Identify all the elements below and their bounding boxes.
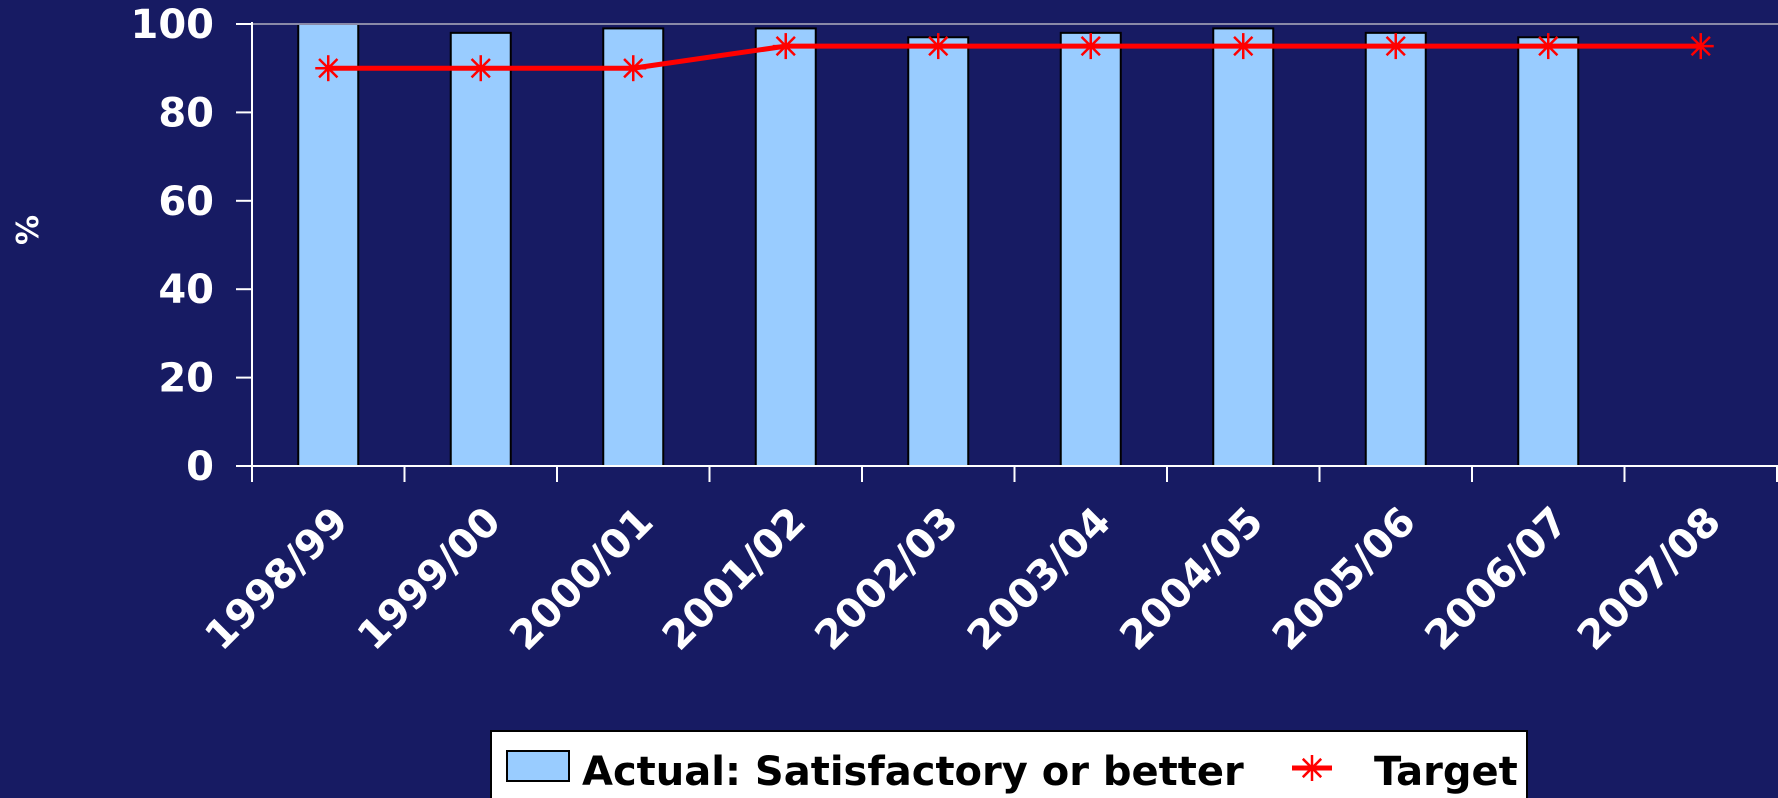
y-tick-label: 0	[186, 444, 214, 490]
legend-target-marker	[1299, 755, 1325, 781]
x-tick-label: 2006/07	[1416, 499, 1577, 660]
legend-asterisk	[1299, 755, 1325, 781]
target-point	[1382, 33, 1409, 60]
x-tick-label: 2001/02	[654, 499, 815, 660]
y-tick-label: 100	[131, 2, 215, 48]
x-tick-labels: 1998/991999/002000/012001/022002/032003/…	[196, 499, 1729, 660]
target-line	[328, 43, 1701, 71]
bar-series	[297, 23, 1580, 468]
x-tick-label: 1999/00	[349, 499, 510, 660]
y-tick-label: 80	[158, 90, 214, 136]
target-point	[315, 55, 342, 82]
bar	[1517, 36, 1580, 467]
target-point	[925, 33, 952, 60]
target-point	[1077, 33, 1104, 60]
x-tick-label: 2000/01	[501, 499, 662, 660]
legend: Actual: Satisfactory or better Target	[490, 730, 1528, 798]
x-tick-label: 2004/05	[1111, 499, 1272, 660]
y-axis-label: %	[11, 215, 46, 245]
bar	[449, 31, 512, 468]
target-point	[1230, 33, 1257, 60]
y-tick-label: 40	[158, 267, 214, 313]
target-point	[1687, 33, 1714, 60]
target-series	[315, 33, 1714, 82]
legend-box	[490, 730, 1528, 798]
target-point	[620, 55, 647, 82]
bar	[602, 27, 665, 467]
x-tick-label: 2002/03	[806, 499, 967, 660]
legend-label-actual: Actual: Satisfactory or better	[582, 749, 1244, 795]
bar	[754, 27, 817, 467]
x-tick-label: 2007/08	[1569, 499, 1730, 660]
x-tick-label: 1998/99	[196, 499, 357, 660]
y-axis-label-group: %	[11, 215, 46, 245]
axes	[236, 22, 1778, 482]
bar	[1059, 31, 1122, 468]
x-tick-label: 2005/06	[1264, 499, 1425, 660]
legend-label-target: Target	[1374, 749, 1518, 795]
target-point	[1535, 33, 1562, 60]
bar	[1364, 31, 1427, 468]
legend-bar-swatch	[506, 750, 570, 782]
bar	[907, 36, 970, 467]
y-tick-label: 20	[158, 356, 214, 402]
bar	[1212, 27, 1275, 467]
y-tick-labels: 0 20 40 60 80 100	[131, 2, 215, 490]
target-point	[772, 33, 799, 60]
target-point	[467, 55, 494, 82]
y-tick-label: 60	[158, 179, 214, 225]
bar	[297, 23, 360, 467]
x-tick-label: 2003/04	[959, 499, 1120, 660]
